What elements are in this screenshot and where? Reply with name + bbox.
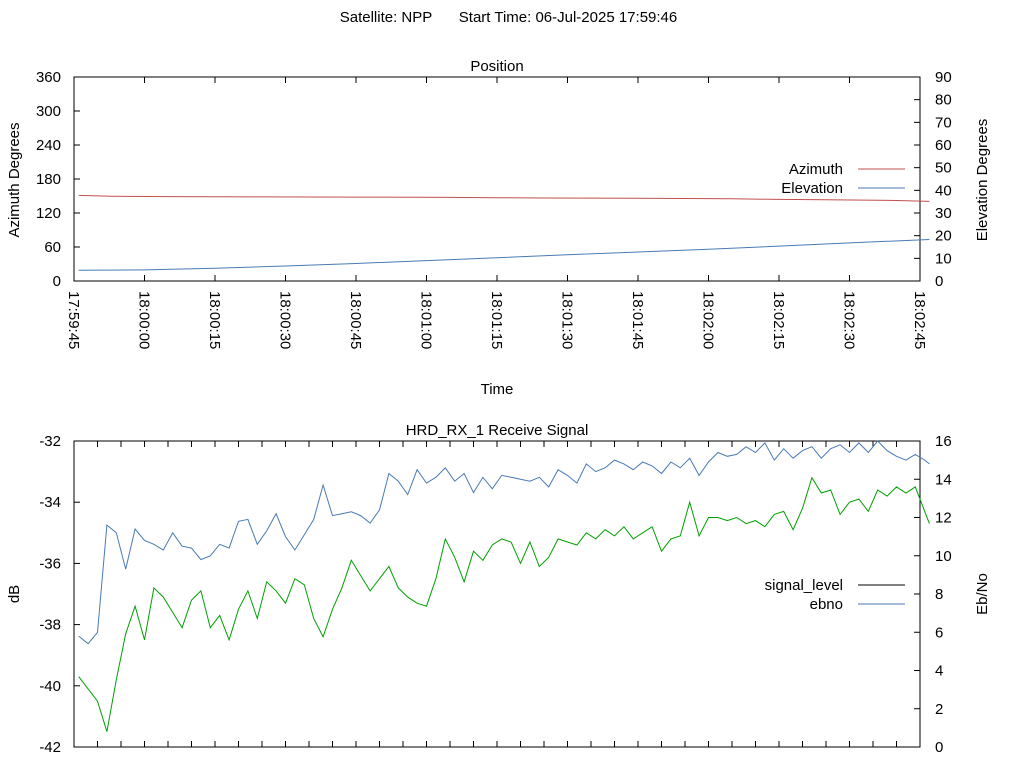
position-ticks: 0 60 120 180 240 300 360 0 10 20 30 40 50 60 70 80 90 17:… — [36, 69, 952, 349]
satellite-label: Satellite: NPP — [340, 9, 433, 26]
receive-signal-chart: HRD_RX_1 Receive Signal -42-40-38-36-34-… — [6, 422, 991, 756]
y-right-tick-label: 6 — [935, 624, 943, 641]
series-line-signal-level — [78, 476, 930, 732]
x-tick-label: 18:02:30 — [841, 291, 858, 349]
y-left-tick-label: 240 — [36, 137, 61, 154]
y-left-tick-label: -32 — [39, 433, 61, 450]
x-tick-label: 18:02:45 — [911, 291, 928, 349]
y-left-tick-label: -34 — [39, 494, 61, 511]
y-right-tick-label: 0 — [935, 739, 943, 756]
y-right-tick-label: 16 — [935, 433, 952, 450]
x-tick-label: 18:00:15 — [206, 291, 223, 349]
x-tick-label: 18:02:00 — [700, 291, 717, 349]
signal-legend: signal_level ebno — [765, 577, 905, 613]
legend-label-ebno: ebno — [810, 596, 843, 613]
signal-y-left-label: dB — [6, 585, 23, 603]
x-tick-label: 18:01:30 — [559, 291, 576, 349]
y-left-tick-label: -38 — [39, 617, 61, 634]
y-right-tick-label: 2 — [935, 701, 943, 718]
y-left-tick-label: -40 — [39, 678, 61, 695]
y-right-tick-label: 8 — [935, 586, 943, 603]
signal-ticks: -42 -40 -38 -36 -34 -32 0 2 4 6 8 10 12 14 16 — [39, 433, 951, 756]
position-legend: Azimuth Elevation — [781, 161, 905, 197]
x-tick-label: 18:00:00 — [136, 291, 153, 349]
legend-label-azimuth: Azimuth — [789, 161, 843, 178]
x-tick-label: 18:00:45 — [347, 291, 364, 349]
y-right-tick-label: 80 — [935, 92, 952, 109]
legend-label-elevation: Elevation — [781, 180, 843, 197]
signal-plot-frame — [73, 440, 921, 748]
signal-series — [78, 440, 930, 732]
x-tick-label: 18:02:15 — [770, 291, 787, 349]
y-left-tick-label: 360 — [36, 69, 61, 86]
position-chart: Position 0 60 120 180 240 300 360 0 10 20 30 40 50 60… — [6, 58, 991, 398]
x-tick-label: 18:01:00 — [418, 291, 435, 349]
y-right-tick-label: 14 — [935, 471, 952, 488]
y-right-tick-label: 90 — [935, 69, 952, 86]
receive-signal-chart-title: HRD_RX_1 Receive Signal — [406, 422, 589, 439]
position-series — [78, 194, 930, 271]
position-chart-title: Position — [470, 58, 523, 75]
y-right-tick-label: 12 — [935, 510, 952, 527]
y-left-tick-label: -42 — [39, 739, 61, 756]
y-left-tick-label: 0 — [53, 273, 61, 290]
y-left-tick-label: 60 — [44, 239, 61, 256]
y-right-tick-label: 0 — [935, 273, 943, 290]
y-right-tick-label: 50 — [935, 160, 952, 177]
y-right-tick-label: 60 — [935, 137, 952, 154]
y-right-tick-label: 10 — [935, 250, 952, 267]
start-time-label: Start Time: 06-Jul-2025 17:59:46 — [459, 9, 677, 26]
x-tick-label: 17:59:45 — [65, 291, 82, 349]
legend-label-signal-level: signal_level — [765, 577, 843, 594]
x-tick-label: 18:01:15 — [488, 291, 505, 349]
y-left-tick-label: -36 — [39, 555, 61, 572]
position-plot-frame — [73, 76, 921, 282]
y-right-tick-label: 70 — [935, 114, 952, 131]
position-y-right-label: Elevation Degrees — [974, 119, 991, 242]
series-line-ebno — [78, 440, 930, 645]
y-right-tick-label: 20 — [935, 228, 952, 245]
x-tick-label: 18:01:45 — [629, 291, 646, 349]
position-y-left-label: Azimuth Degrees — [6, 122, 23, 237]
series-line-azimuth — [78, 194, 930, 202]
y-left-tick-label: 120 — [36, 205, 61, 222]
y-right-tick-label: 30 — [935, 205, 952, 222]
signal-y-right-label: Eb/No — [974, 573, 991, 615]
y-left-tick-label: 300 — [36, 103, 61, 120]
y-right-tick-label: 4 — [935, 663, 943, 680]
position-x-label: Time — [481, 381, 514, 398]
y-left-tick-label: 180 — [36, 171, 61, 188]
series-line-elevation — [78, 239, 930, 271]
y-right-tick-label: 10 — [935, 548, 952, 565]
y-right-tick-label: 40 — [935, 182, 952, 199]
x-tick-label: 18:00:30 — [277, 291, 294, 349]
